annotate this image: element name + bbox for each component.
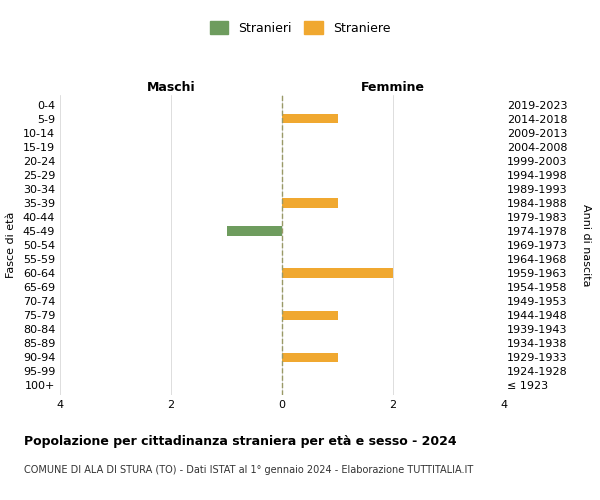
Bar	[282, 198, 337, 207]
Bar	[227, 226, 282, 235]
Y-axis label: Fasce di età: Fasce di età	[6, 212, 16, 278]
Text: Popolazione per cittadinanza straniera per età e sesso - 2024: Popolazione per cittadinanza straniera p…	[24, 435, 457, 448]
Text: COMUNE DI ALA DI STURA (TO) - Dati ISTAT al 1° gennaio 2024 - Elaborazione TUTTI: COMUNE DI ALA DI STURA (TO) - Dati ISTAT…	[24, 465, 473, 475]
Bar	[282, 268, 393, 278]
Legend: Stranieri, Straniere: Stranieri, Straniere	[205, 16, 395, 40]
Y-axis label: Anni di nascita: Anni di nascita	[581, 204, 592, 286]
Text: Femmine: Femmine	[361, 80, 425, 94]
Text: Maschi: Maschi	[146, 80, 196, 94]
Bar	[282, 114, 337, 124]
Bar	[282, 352, 337, 362]
Bar	[282, 310, 337, 320]
